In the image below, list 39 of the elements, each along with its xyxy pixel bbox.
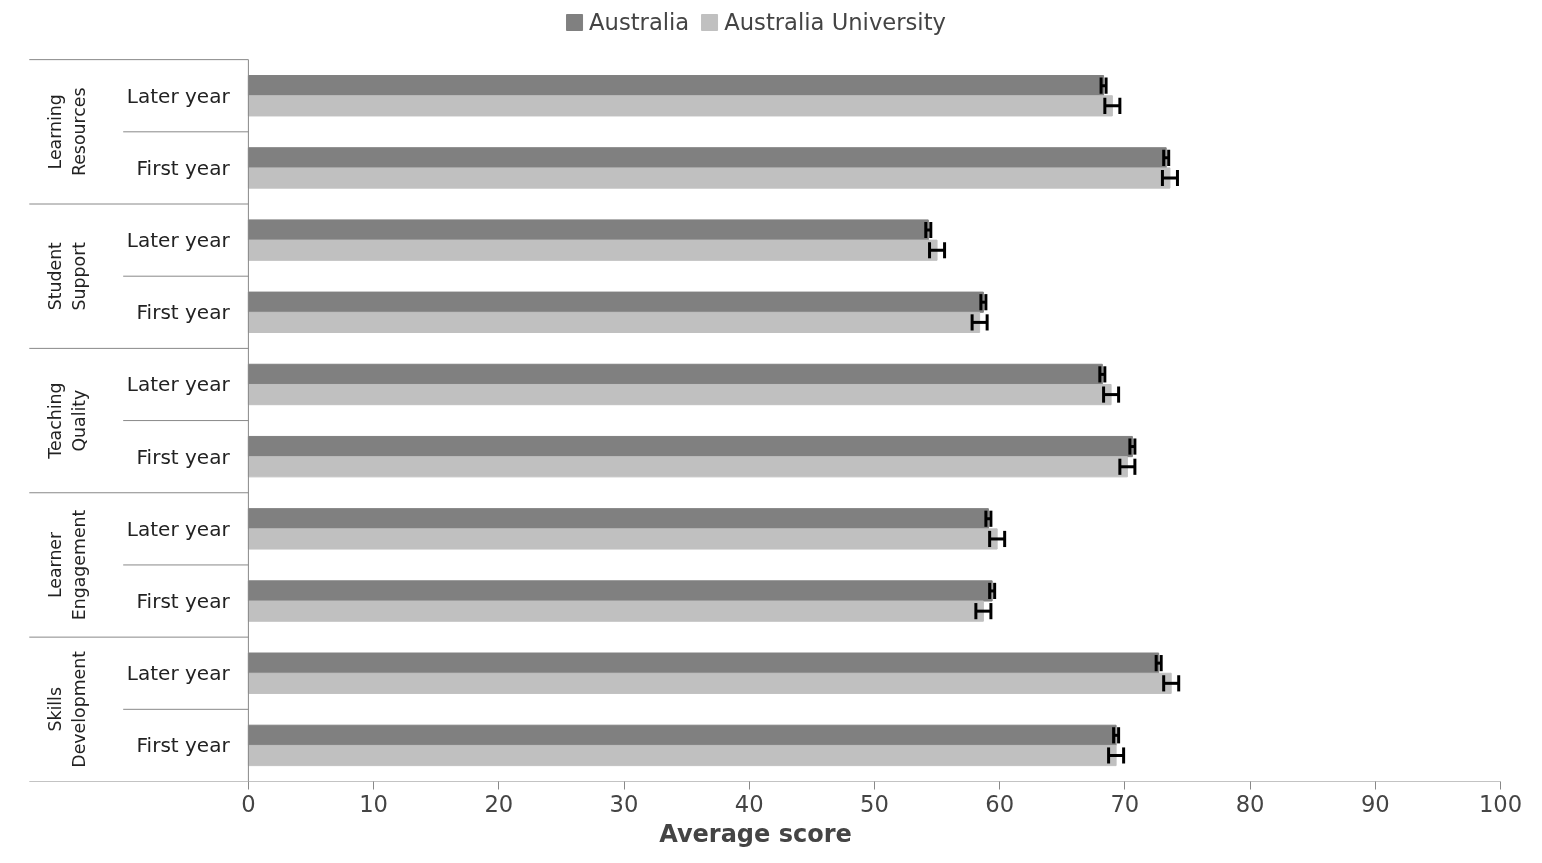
x-tick-label: 90 [1360, 790, 1390, 817]
y-tick-label: First year [136, 155, 231, 180]
bar [247, 456, 1128, 478]
x-tick-label: 70 [1110, 790, 1140, 817]
bar [247, 95, 1113, 117]
bar [247, 528, 998, 550]
y-tick-label: First year [136, 444, 231, 469]
bar [247, 672, 1172, 694]
x-tick-label: 20 [484, 790, 514, 817]
bar [247, 311, 981, 333]
bar [247, 744, 1117, 767]
x-tick-label: 100 [1478, 790, 1523, 817]
y-tick-label: First year [136, 733, 231, 758]
text: Learner Engagement [44, 509, 89, 621]
bar [247, 239, 938, 261]
legend-label: Australia University [724, 9, 946, 35]
bar [247, 600, 984, 622]
text: Teaching Quality [44, 382, 89, 460]
bar [247, 167, 1171, 189]
x-tick-label: 50 [860, 790, 889, 817]
text: Student Support [44, 241, 89, 311]
x-axis-title: Average score [659, 819, 852, 848]
y-tick-label: Later year [126, 661, 231, 686]
x-tick-label: 80 [1235, 790, 1265, 817]
y-tick-label: Later year [126, 516, 231, 541]
y-tick-label: Later year [126, 83, 231, 108]
legend-label: Australia [589, 9, 690, 35]
y-tick-label: First year [136, 589, 231, 614]
y-tick-label: Later year [126, 372, 231, 397]
x-tick-label: 10 [359, 790, 389, 817]
text: Learning Resources [44, 87, 89, 177]
x-tick-label: 40 [734, 790, 764, 817]
y-tick-label: First year [136, 300, 231, 325]
text: Skills Development [44, 650, 89, 768]
x-tick-label: 60 [985, 790, 1015, 817]
x-tick-label: 30 [609, 790, 639, 817]
y-tick-label: Later year [126, 228, 231, 253]
x-tick-label: 0 [241, 790, 256, 817]
bar [247, 383, 1112, 406]
